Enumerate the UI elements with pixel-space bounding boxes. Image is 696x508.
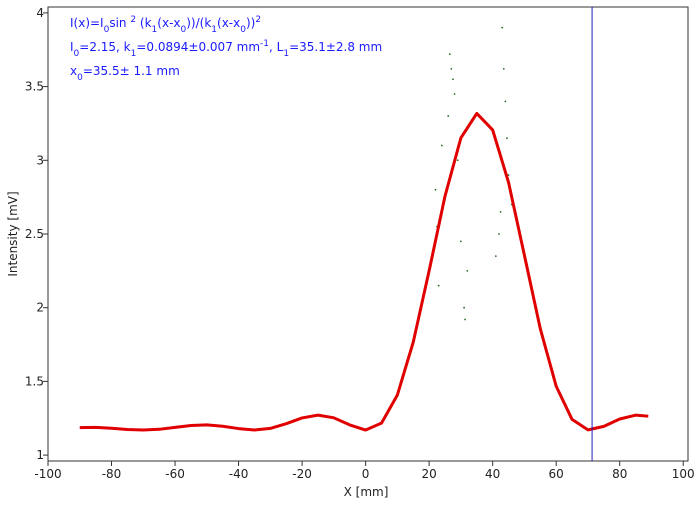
annotation-run: -1 (260, 39, 269, 49)
data-point (452, 78, 454, 81)
x-tick-label: -20 (292, 467, 312, 481)
y-tick-label: 3.5 (25, 80, 44, 94)
annotation-run: (x-x (157, 16, 180, 30)
x-tick-label: -80 (102, 467, 122, 481)
data-point (450, 68, 453, 70)
x-tick-label: -100 (34, 467, 61, 481)
y-tick-label: 2.5 (25, 227, 44, 241)
x-tick-label: 0 (362, 467, 370, 481)
y-tick-label: 1 (36, 448, 44, 462)
x-tick-label: 20 (422, 467, 437, 481)
annotation-run: 0 (77, 73, 83, 83)
annotation-run: =0.0894±0.007 mm (136, 40, 260, 54)
data-point (506, 137, 508, 140)
fit-curve (79, 111, 649, 432)
annotation-run: I (70, 40, 74, 54)
annotation-run: sin (109, 16, 130, 30)
x-tick-label: 100 (672, 467, 695, 481)
annotation-run: 1 (131, 49, 137, 59)
annotation-run: 1 (211, 25, 217, 35)
data-point (507, 174, 510, 176)
annotation-run: , L (269, 40, 284, 54)
annotation-run: )) (246, 16, 255, 30)
annotation-run: =2.15, k (79, 40, 130, 54)
annotation-run: =35.1±2.8 mm (289, 40, 382, 54)
data-point (447, 115, 450, 117)
y-tick-label: 3 (36, 153, 44, 167)
annotation-run: (k (136, 16, 151, 30)
y-tick-label: 1.5 (25, 374, 44, 388)
data-point (501, 26, 504, 29)
y-tick-label: 2 (36, 301, 44, 315)
annotation-run: 0 (181, 25, 187, 35)
annotation-run: x (70, 64, 77, 78)
annotation-run: 1 (283, 49, 289, 59)
annotation: I(x)=I0sin 2 (k1(x-x0))/(k1(x-x0))2 (70, 15, 261, 35)
annotation: I0=2.15, k1=0.0894±0.007 mm-1, L1=35.1±2… (70, 39, 382, 59)
x-tick-label: 60 (549, 467, 564, 481)
x-axis-label: X [mm] (344, 485, 389, 499)
data-point (466, 269, 469, 272)
data-point (453, 93, 456, 95)
annotation-run: 0 (104, 25, 110, 35)
annotation: x0=35.5± 1.1 mm (70, 64, 180, 83)
data-point (504, 100, 507, 103)
annotation-run: =35.5± 1.1 mm (83, 64, 180, 78)
x-tick-label: 40 (485, 467, 500, 481)
data-point (456, 159, 459, 162)
data-point (498, 233, 500, 235)
annotation-run: 0 (74, 49, 80, 59)
annotation-run: (x-x (217, 16, 240, 30)
y-tick-label: 4 (36, 6, 44, 20)
data-point (494, 255, 497, 258)
x-tick-label: -60 (165, 467, 185, 481)
data-point (460, 240, 462, 243)
annotation-run: 2 (130, 15, 136, 25)
x-tick-label: 80 (612, 467, 627, 481)
data-point (434, 188, 437, 191)
data-point (437, 284, 440, 287)
annotation-run: 0 (240, 25, 246, 35)
annotation-run: I(x)=I (70, 16, 104, 30)
data-point (440, 144, 443, 147)
data-point (464, 318, 466, 321)
data-point (499, 210, 502, 213)
annotation-run: 2 (255, 15, 261, 25)
x-tick-label: -40 (229, 467, 249, 481)
annotation-run: ))/(k (186, 16, 211, 30)
data-point (502, 68, 505, 70)
data-point (463, 306, 465, 309)
data-point (448, 53, 451, 56)
annotation-run: 1 (152, 25, 158, 35)
y-axis-label: Intensity [mV] (6, 191, 20, 276)
